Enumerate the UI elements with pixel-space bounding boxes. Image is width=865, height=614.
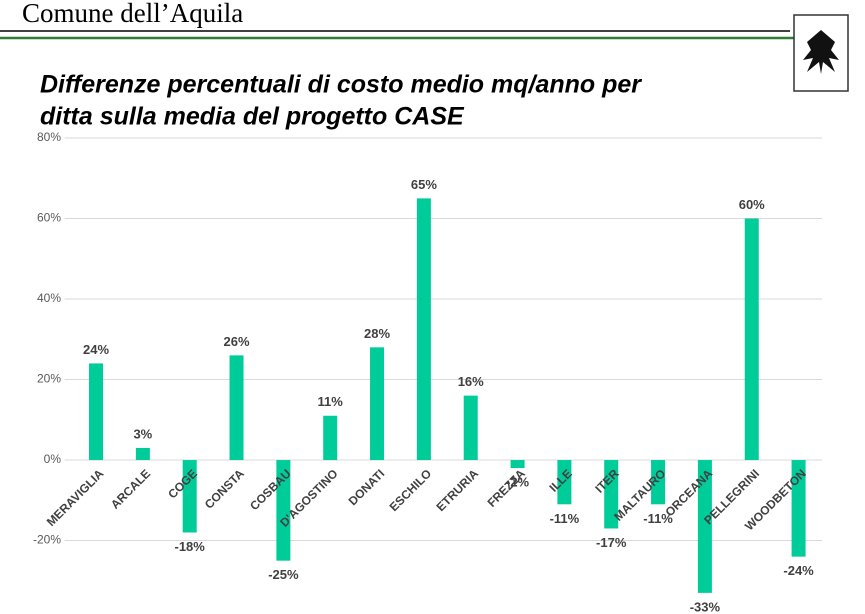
bar [229,355,244,461]
bar [276,460,291,561]
bar [463,395,478,461]
header-title: Comune dell’Aquila [22,0,243,28]
bar [557,460,572,505]
bar [370,347,385,461]
value-label: 3% [133,426,152,441]
value-label: 60% [739,197,765,212]
y-tick-label: -20% [33,533,61,547]
bar [604,460,619,529]
bar [744,218,759,461]
value-label: -11% [643,511,673,526]
value-label: 26% [224,334,250,349]
bar [416,198,431,461]
value-label: -11% [550,511,580,526]
bar [89,363,104,461]
logo [793,14,849,92]
bar [135,447,150,461]
y-tick-label: 40% [37,291,61,305]
value-label: -25% [268,567,299,582]
x-tick-label: CONSTA [202,466,247,511]
x-tick-label: MERAVIGLIA [44,466,107,529]
x-tick-label: ARCALE [108,466,153,511]
plot: -20% 0% 20% 40% 60% 80% MERAVIGLIA 24% ARCALE 3% C… [33,130,822,614]
bar [697,460,712,593]
x-tick-label: DONATI [346,466,388,508]
value-label: 16% [458,374,484,389]
y-tick-label: 20% [37,372,61,386]
value-label: -18% [175,539,206,554]
chart-title: ditta sulla media del progetto CASE [40,103,465,131]
value-label: 24% [83,342,109,357]
x-tick-label: ETRURIA [433,466,481,514]
value-label: 65% [411,177,437,192]
value-label: -24% [783,563,814,578]
bar [323,415,338,461]
chart-title: Differenze percentuali di costo medio mq… [40,71,642,99]
y-tick-label: 0% [44,452,62,466]
bar [791,460,806,557]
value-label: -33% [690,599,721,614]
value-label: 28% [364,326,390,341]
y-tick-label: 80% [37,130,61,144]
bar [182,460,197,533]
x-tick-label: ESCHILO [387,466,435,514]
y-tick-label: 60% [37,211,61,225]
value-label: -17% [596,535,627,550]
bar [651,460,666,505]
bar [510,460,525,469]
value-label: 11% [318,394,344,409]
value-label: -2% [506,475,530,490]
